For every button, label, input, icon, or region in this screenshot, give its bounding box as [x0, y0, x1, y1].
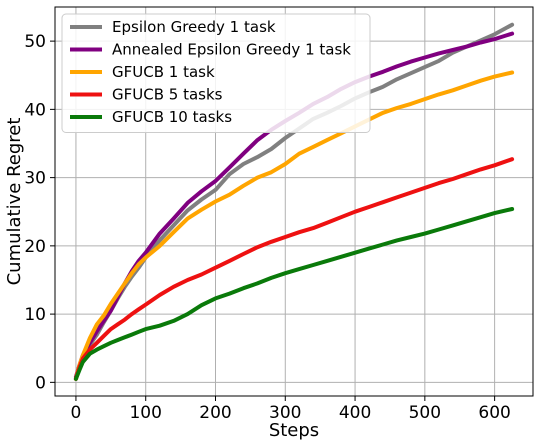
x-tick-label: 300	[269, 403, 301, 423]
series-line-3	[73, 70, 515, 381]
series-line-5	[73, 207, 515, 381]
legend-label: GFUCB 5 tasks	[112, 86, 223, 104]
x-tick-label: 0	[71, 403, 82, 423]
y-tick-label: 50	[24, 32, 46, 52]
series-lines	[73, 22, 515, 381]
y-tick-label: 30	[24, 169, 46, 189]
y-tick-label: 0	[35, 373, 46, 393]
x-tick-label: 200	[199, 403, 231, 423]
x-tick-label: 600	[478, 403, 510, 423]
y-axis-title: Cumulative Regret	[4, 118, 25, 286]
series-line-2	[73, 31, 515, 379]
legend-box	[61, 13, 371, 133]
plot-frame	[54, 6, 534, 397]
x-tick-label: 100	[129, 403, 161, 423]
legend-label: GFUCB 10 tasks	[112, 108, 232, 126]
series-line-4	[73, 157, 515, 381]
x-axis-title: Steps	[269, 420, 319, 441]
legend: Epsilon Greedy 1 task Annealed Epsilon Gr…	[61, 13, 371, 133]
x-tick-label: 400	[339, 403, 371, 423]
legend-label: Annealed Epsilon Greedy 1 task	[112, 41, 351, 59]
axis-ticks: 0 100 200 300 400 500 600 0 10 20 30 40 50	[24, 32, 510, 423]
x-tick-label: 500	[409, 403, 441, 423]
y-tick-label: 40	[24, 100, 46, 120]
legend-label: GFUCB 1 task	[112, 63, 215, 81]
legend-label: Epsilon Greedy 1 task	[112, 18, 276, 36]
y-tick-label: 10	[24, 305, 46, 325]
y-tick-label: 20	[24, 237, 46, 257]
